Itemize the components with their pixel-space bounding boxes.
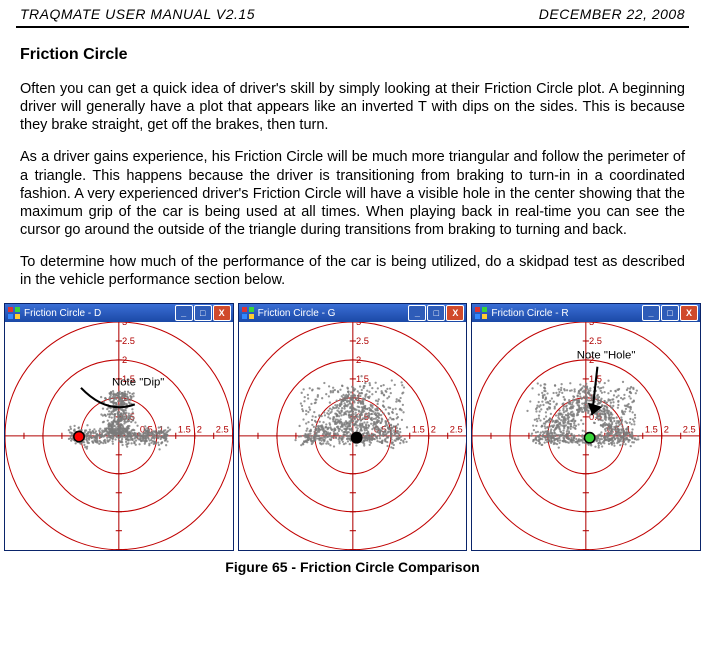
close-button[interactable]: X [213,305,231,321]
app-icon [474,306,488,320]
friction-circle-plot: 0.50.5111.51.5222.52.533Note "Dip" [5,322,233,550]
svg-text:2: 2 [122,355,127,365]
svg-text:3: 3 [589,322,594,327]
app-icon [241,306,255,320]
svg-text:Note "Dip": Note "Dip" [112,377,164,389]
svg-text:2: 2 [197,425,202,435]
titlebar: Friction Circle - R _ □ X [472,304,700,322]
titlebar: Friction Circle - G _ □ X [239,304,467,322]
minimize-button[interactable]: _ [408,305,426,321]
svg-text:2: 2 [664,425,669,435]
svg-text:1.5: 1.5 [411,425,424,435]
header-rule [16,26,689,28]
svg-text:1.5: 1.5 [178,425,191,435]
paragraph-3: To determine how much of the performance… [20,253,685,289]
friction-circle-window-0: Friction Circle - D _ □ X 0.50.5111.51.5… [4,303,234,551]
app-icon [7,306,21,320]
svg-text:2: 2 [356,355,361,365]
friction-circle-window-2: Friction Circle - R _ □ X 0.50.5111.51.5… [471,303,701,551]
minimize-button[interactable]: _ [642,305,660,321]
svg-text:2.5: 2.5 [589,336,602,346]
svg-text:2.5: 2.5 [122,336,135,346]
figure-row: Friction Circle - D _ □ X 0.50.5111.51.5… [0,303,705,551]
svg-text:2.5: 2.5 [449,425,462,435]
header-left: TRAQMATE USER MANUAL V2.15 [20,6,255,22]
svg-text:3: 3 [122,322,127,327]
svg-text:3: 3 [356,322,361,327]
maximize-button[interactable]: □ [661,305,679,321]
svg-text:2: 2 [430,425,435,435]
window-title: Friction Circle - D [24,308,175,319]
svg-text:Note "Hole": Note "Hole" [577,350,636,362]
svg-text:2.5: 2.5 [216,425,229,435]
section-title: Friction Circle [20,46,685,64]
titlebar: Friction Circle - D _ □ X [5,304,233,322]
window-title: Friction Circle - G [258,308,409,319]
page-header: TRAQMATE USER MANUAL V2.15 DECEMBER 22, … [0,0,705,26]
figure-caption: Figure 65 - Friction Circle Comparison [0,559,705,575]
close-button[interactable]: X [680,305,698,321]
friction-circle-window-1: Friction Circle - G _ □ X 0.50.5111.51.5… [238,303,468,551]
friction-circle-plot: 0.50.5111.51.5222.52.533Note "Hole" [472,322,700,550]
header-right: DECEMBER 22, 2008 [539,6,685,22]
close-button[interactable]: X [446,305,464,321]
svg-text:2.5: 2.5 [683,425,696,435]
window-title: Friction Circle - R [491,308,642,319]
svg-text:1.5: 1.5 [645,425,658,435]
svg-text:2.5: 2.5 [356,336,369,346]
friction-circle-plot: 0.50.5111.51.5222.52.533 [239,322,467,550]
maximize-button[interactable]: □ [427,305,445,321]
maximize-button[interactable]: □ [194,305,212,321]
paragraph-2: As a driver gains experience, his Fricti… [20,148,685,239]
minimize-button[interactable]: _ [175,305,193,321]
paragraph-1: Often you can get a quick idea of driver… [20,80,685,134]
